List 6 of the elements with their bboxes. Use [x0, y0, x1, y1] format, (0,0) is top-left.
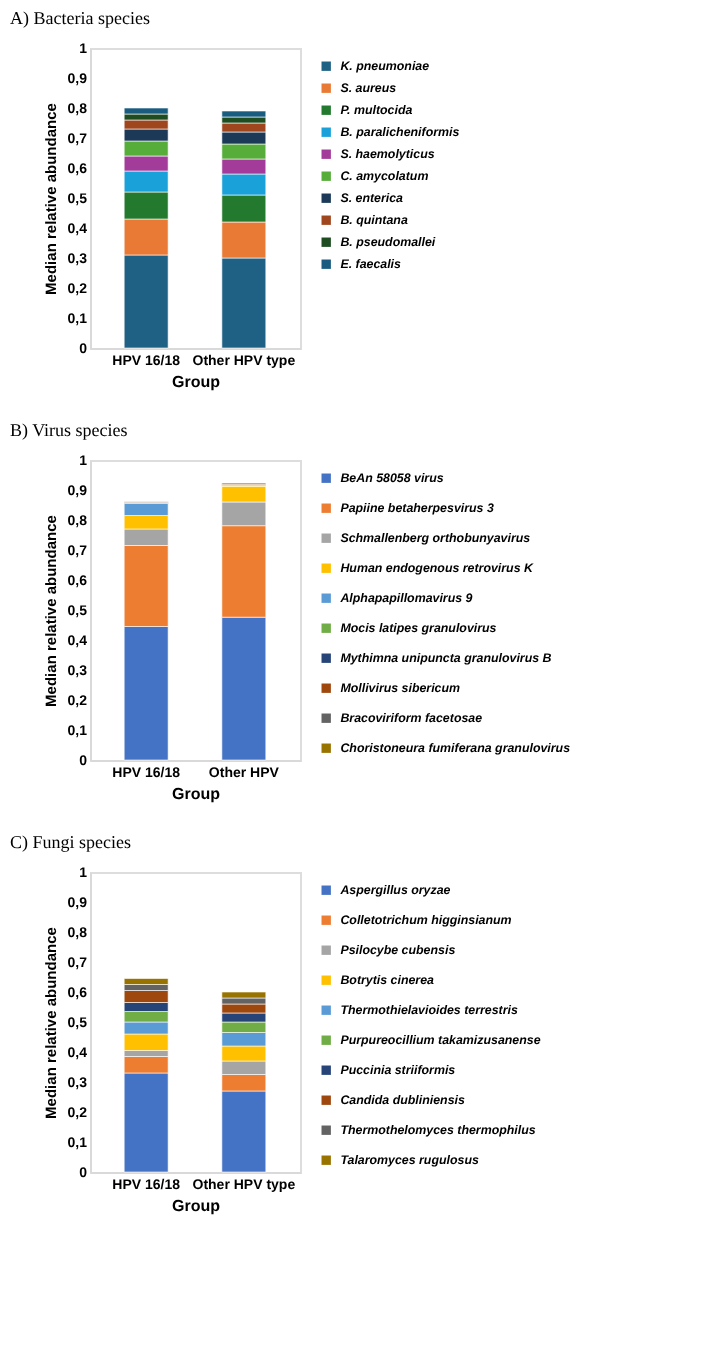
chart-title: A) Bacteria species	[10, 8, 151, 28]
chart-title: C) Fungi species	[10, 832, 132, 852]
x-axis-title: Group	[172, 373, 221, 391]
x-axis-title: Group	[172, 785, 221, 803]
x-axis-title: Group	[172, 1197, 221, 1215]
chart-title: B) Virus species	[10, 420, 129, 440]
